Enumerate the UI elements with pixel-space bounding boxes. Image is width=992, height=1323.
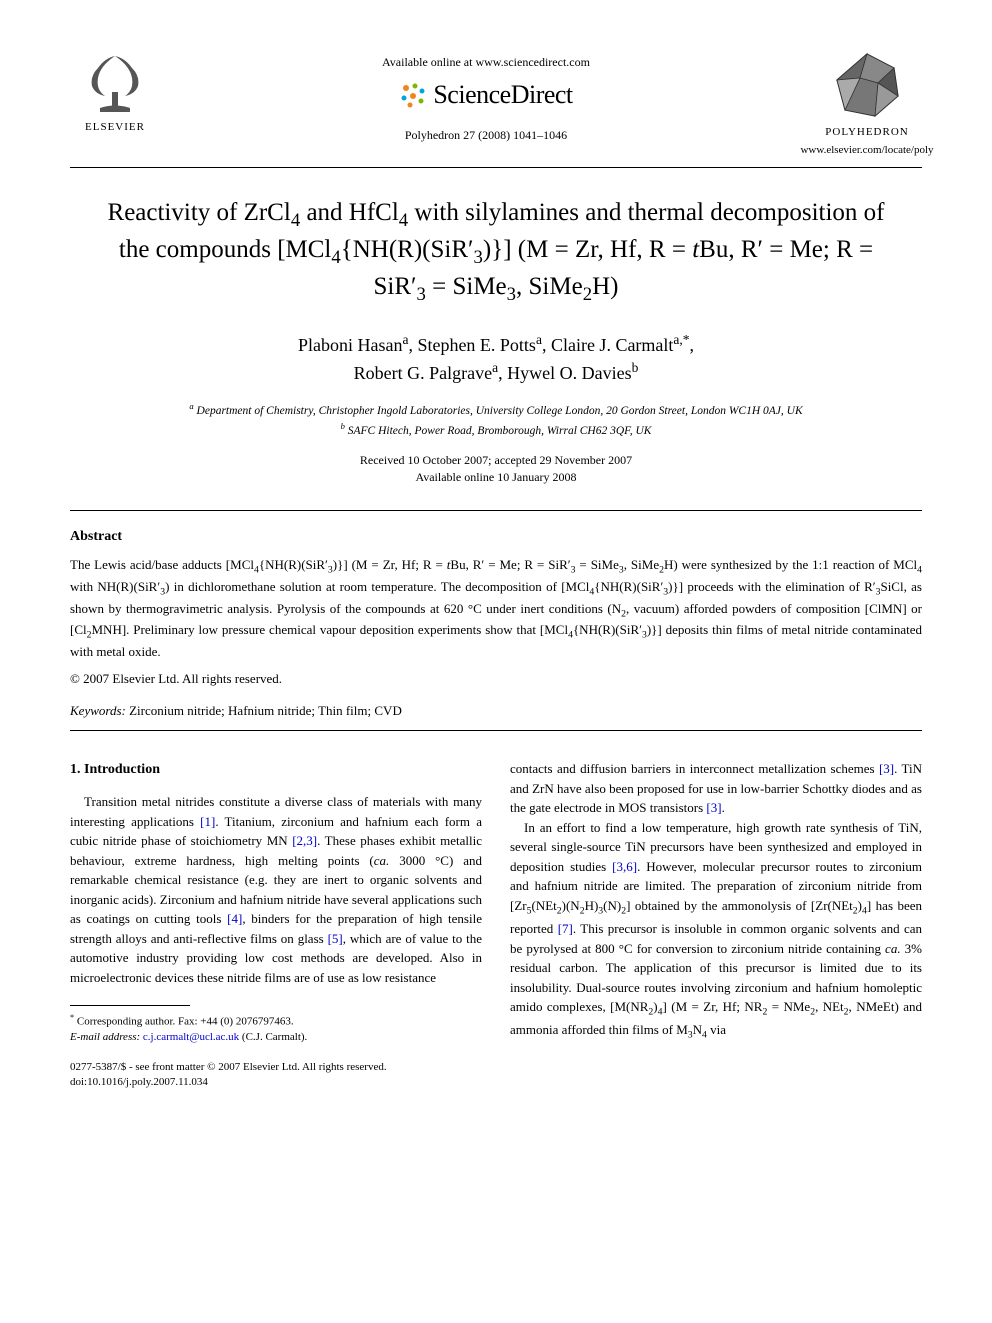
right-column: contacts and diffusion barriers in inter…: [510, 759, 922, 1090]
keywords-label: Keywords:: [70, 703, 126, 718]
email-footnote: E-mail address: c.j.carmalt@ucl.ac.uk (C…: [70, 1030, 482, 1045]
article-dates: Received 10 October 2007; accepted 29 No…: [70, 452, 922, 486]
center-header: Available online at www.sciencedirect.co…: [160, 48, 812, 144]
journal-reference: Polyhedron 27 (2008) 1041–1046: [160, 127, 812, 144]
journal-logo-block: POLYHEDRON www.elsevier.com/locate/poly: [812, 48, 922, 159]
email-label: E-mail address:: [70, 1031, 140, 1043]
abstract-copyright: © 2007 Elsevier Ltd. All rights reserved…: [70, 670, 922, 688]
footnote-divider: [70, 1005, 190, 1006]
journal-label: POLYHEDRON: [825, 125, 908, 140]
available-online-date: Available online 10 January 2008: [70, 469, 922, 486]
authors: Plaboni Hasana, Stephen E. Pottsa, Clair…: [70, 330, 922, 386]
sciencedirect-text: ScienceDirect: [433, 77, 572, 113]
page-header: ELSEVIER Available online at www.science…: [70, 48, 922, 159]
intro-para-left: Transition metal nitrides constitute a d…: [70, 792, 482, 987]
elsevier-tree-icon: [80, 48, 150, 118]
journal-url[interactable]: www.elsevier.com/locate/poly: [800, 143, 933, 158]
section-1-heading: 1. Introduction: [70, 759, 482, 780]
article-bottom-meta: 0277-5387/$ - see front matter © 2007 El…: [70, 1060, 482, 1091]
keywords-text: Zirconium nitride; Hafnium nitride; Thin…: [129, 703, 402, 718]
keywords: Keywords: Zirconium nitride; Hafnium nit…: [70, 702, 922, 720]
sciencedirect-brand: ScienceDirect: [160, 77, 812, 113]
abstract-heading: Abstract: [70, 527, 922, 547]
intro-para-right-1: contacts and diffusion barriers in inter…: [510, 759, 922, 818]
publisher-label: ELSEVIER: [85, 120, 145, 135]
available-online-text: Available online at www.sciencedirect.co…: [160, 54, 812, 71]
left-column: 1. Introduction Transition metal nitride…: [70, 759, 482, 1090]
abstract-bottom-divider: [70, 730, 922, 731]
polyhedron-icon: [830, 48, 905, 123]
email-link[interactable]: c.j.carmalt@ucl.ac.uk: [143, 1031, 239, 1043]
front-matter-line: 0277-5387/$ - see front matter © 2007 El…: [70, 1060, 482, 1075]
publisher-logo-block: ELSEVIER: [70, 48, 160, 135]
abstract-top-divider: [70, 510, 922, 511]
sciencedirect-dots-icon: [399, 81, 427, 109]
intro-para-right-2: In an effort to find a low temperature, …: [510, 818, 922, 1044]
body-columns: 1. Introduction Transition metal nitride…: [70, 759, 922, 1090]
corresponding-author-footnote: * Corresponding author. Fax: +44 (0) 207…: [70, 1012, 482, 1030]
email-attribution: (C.J. Carmalt).: [242, 1031, 307, 1043]
received-accepted-date: Received 10 October 2007; accepted 29 No…: [70, 452, 922, 469]
corresponding-text: Corresponding author. Fax: +44 (0) 20767…: [77, 1016, 294, 1028]
doi-line: doi:10.1016/j.poly.2007.11.034: [70, 1075, 482, 1090]
article-title: Reactivity of ZrCl4 and HfCl4 with silyl…: [100, 196, 892, 308]
abstract-text: The Lewis acid/base adducts [MCl4{NH(R)(…: [70, 556, 922, 662]
header-divider: [70, 167, 922, 168]
affiliations: a Department of Chemistry, Christopher I…: [70, 400, 922, 440]
